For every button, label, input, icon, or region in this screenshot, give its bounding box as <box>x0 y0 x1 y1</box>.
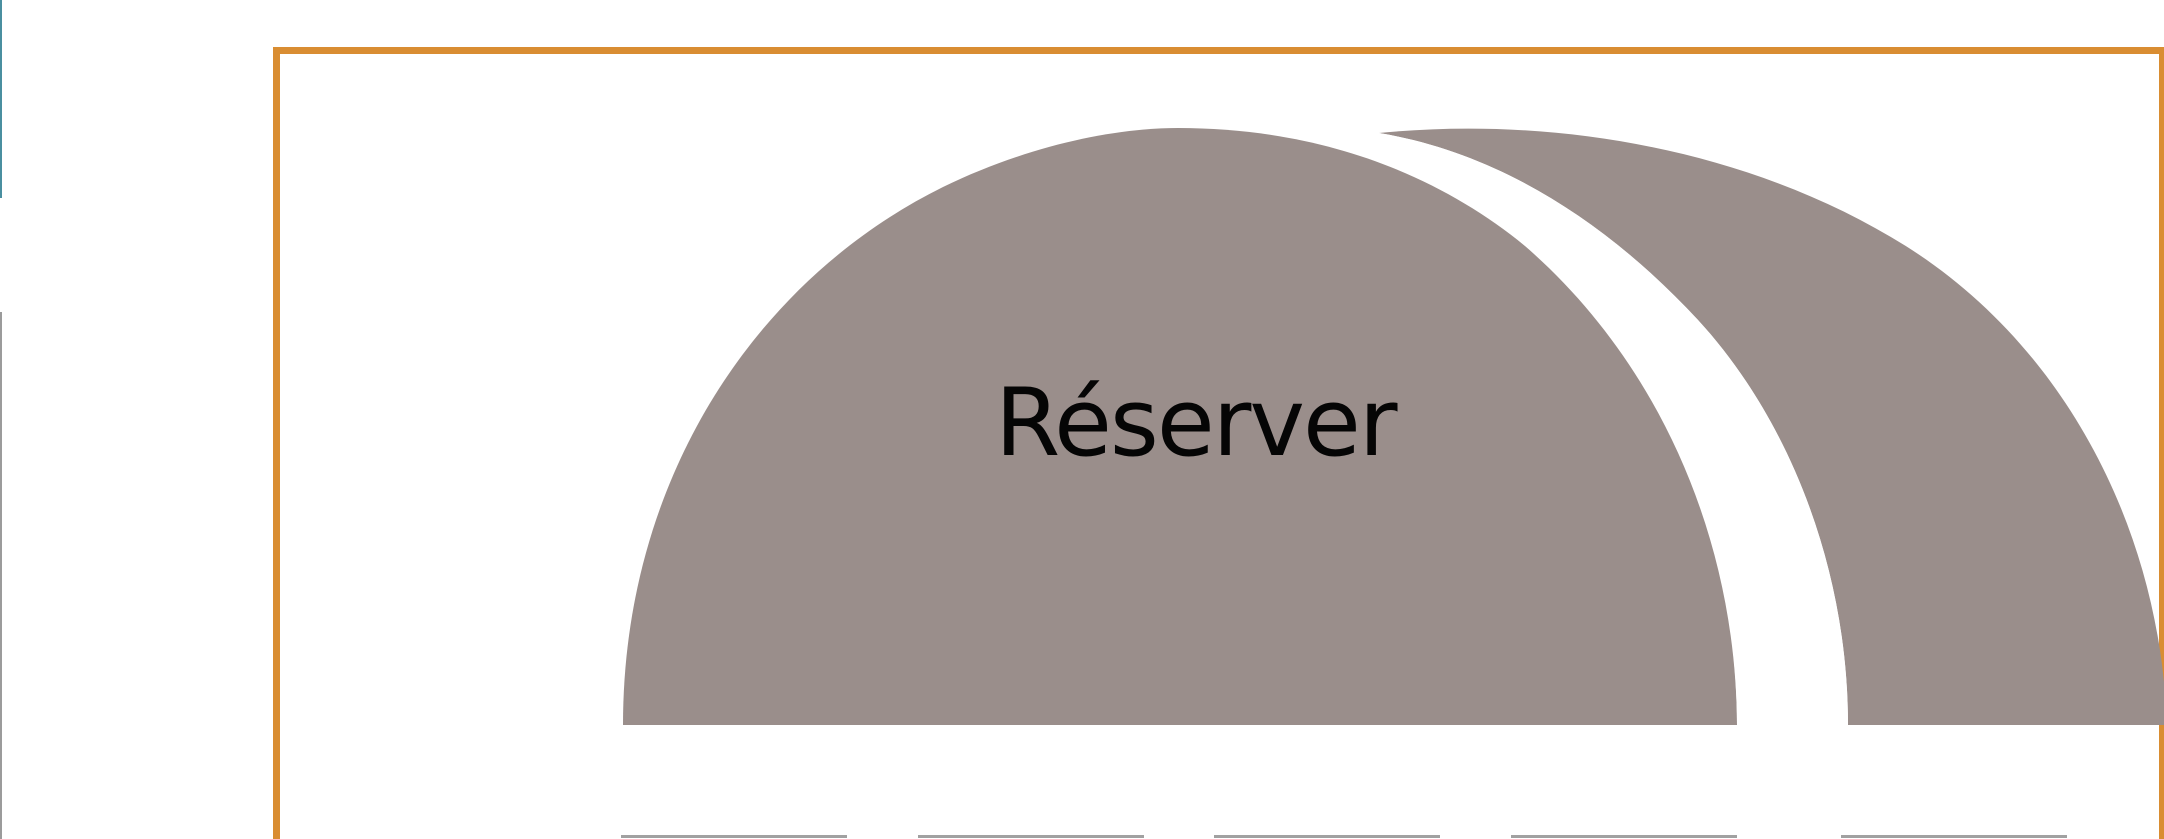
tab-underline-1 <box>621 835 847 838</box>
front-arch-shape[interactable] <box>623 128 1737 725</box>
tab-underline-2 <box>918 835 1144 838</box>
tab-underline-5 <box>1841 835 2067 838</box>
left-edge-marker-top <box>0 0 2 198</box>
tab-underline-3 <box>1214 835 1440 838</box>
reserve-button-label[interactable]: Réserver <box>995 369 1397 478</box>
white-arc-divider <box>1379 133 1848 725</box>
left-edge-marker-bottom <box>0 312 2 839</box>
tab-underline-4 <box>1511 835 1737 838</box>
back-arch-shape[interactable] <box>1379 128 2164 725</box>
selection-frame <box>273 47 2164 839</box>
